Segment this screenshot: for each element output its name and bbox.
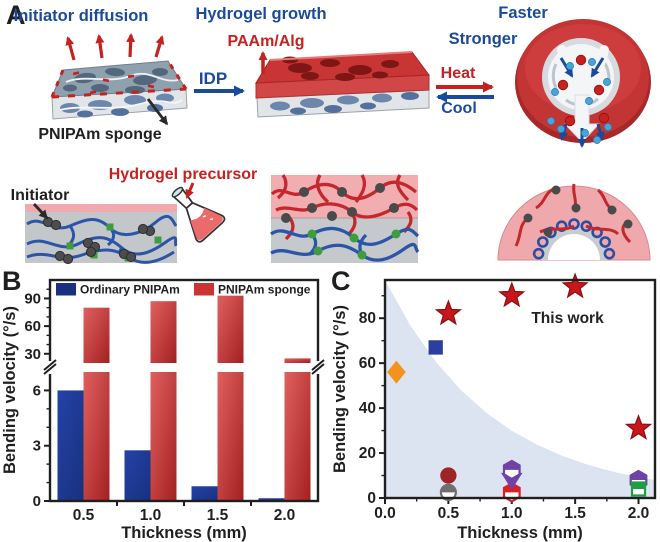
diffusion-up-arrows [65, 33, 165, 61]
y-tick-label: 3 [33, 438, 41, 455]
y-tick-label: 6 [33, 382, 41, 399]
x-tick-label: 0.5 [438, 505, 460, 522]
marker-hexagon [630, 471, 647, 481]
y-axis-title: Bending velocity (°/s) [331, 305, 349, 473]
plot-border [383, 278, 657, 500]
legend-label-sponge: PNIPAm sponge [218, 283, 311, 297]
marker-circle [440, 467, 457, 484]
panel-b-bar-chart: 0.5 1.0 1.5 2.0 0 3 6 30 60 90 Ordinary PNIPAm PNIP… [1, 278, 325, 542]
sponge-pointer-arrow [146, 98, 169, 126]
bar-ordinary-pnipam [191, 486, 218, 501]
bar-pnipam-sponge [284, 358, 311, 363]
marker-square [632, 482, 646, 490]
initiator-pointer-arrow [32, 203, 49, 220]
step2-title: Hydrogel growth [195, 5, 326, 23]
panel-b-label: B [2, 266, 22, 296]
hydrogel-growth-slab [255, 51, 430, 118]
marker-star-this-work [561, 272, 589, 299]
precursor-flask-icon [171, 186, 226, 243]
panel-a-label: A [6, 0, 26, 30]
marker-diamond [387, 360, 406, 384]
y-tick-label: 20 [359, 445, 376, 462]
bar-pnipam-sponge [150, 372, 177, 501]
x-tick-label: 2.0 [628, 505, 650, 522]
initiator-loaded-network [25, 203, 178, 265]
blue-droplets [547, 58, 612, 144]
panel-c-label: C [331, 266, 351, 296]
step1-title: Initiator diffusion [14, 7, 149, 25]
axis-break-icon [311, 359, 325, 371]
this-work-annotation: This work [531, 310, 604, 327]
panel-c-scatter-chart: 0.0 0.5 1.0 1.5 2.0 0 20 40 60 80 This work Thickne… [331, 272, 657, 542]
axis-break-icon [43, 359, 57, 371]
heat-label: Heat [441, 65, 476, 82]
cool-label: Cool [441, 100, 477, 117]
bar-pnipam-sponge [83, 372, 110, 501]
bar-ordinary-pnipam [124, 450, 151, 501]
marker-circle [440, 484, 456, 493]
initiator-label: Initiator [11, 187, 70, 204]
y-tick-label: 60 [24, 318, 41, 335]
legend-swatch-sponge [194, 283, 214, 296]
bar-pnipam-sponge [217, 372, 244, 501]
pnipam-sponge-slab [50, 33, 188, 126]
bar-pnipam-sponge [150, 301, 177, 363]
y-tick-label: 60 [359, 355, 376, 372]
red-droplets [557, 54, 610, 127]
initiator-specks [72, 71, 155, 95]
marker-hexagon [504, 460, 520, 470]
bar-pnipam-sponge [284, 372, 311, 501]
x-tick-label: 2.0 [274, 507, 296, 524]
pnipam-sponge-label: PNIPAm sponge [38, 126, 161, 143]
y-tick-label: 90 [24, 290, 41, 307]
faster-label: Faster [498, 4, 548, 22]
axis-break-icon [311, 363, 325, 375]
y-tick-label: 40 [359, 400, 376, 417]
bar-ordinary-pnipam [258, 498, 285, 501]
x-tick-label: 1.0 [501, 505, 523, 522]
response-time-shaded-region [385, 280, 655, 498]
marker-square [428, 340, 443, 355]
paam-alg-label: PAAm/Alg [227, 33, 304, 50]
legend-label-ordinary: Ordinary PNIPAm [80, 283, 180, 297]
panel-a-schematic: Initiator diffusion Hydrogel growth Fast… [11, 4, 651, 265]
marker-star-this-work [434, 299, 463, 326]
x-tick-label: 1.5 [564, 505, 586, 522]
bar-pnipam-sponge [83, 307, 110, 363]
x-tick-label: 1.0 [140, 507, 162, 524]
initiator-spheres [42, 216, 156, 265]
marker-star-this-work [624, 413, 653, 440]
stronger-label: Stronger [449, 30, 518, 48]
bar-pnipam-sponge [217, 295, 244, 363]
y-tick-label: 0 [33, 493, 41, 510]
x-tick-label: 0.5 [73, 507, 95, 524]
plot-border [48, 278, 320, 503]
axis-break-icon [43, 363, 57, 375]
crosslink-dots-arch [523, 185, 633, 237]
x-tick-label: 1.5 [207, 507, 229, 524]
hydrogel-precursor-label: Hydrogel precursor [109, 166, 257, 183]
x-tick-label: 0.0 [374, 505, 396, 522]
crosslink-dots-dark [281, 183, 399, 223]
y-tick-label: 30 [24, 346, 41, 363]
bent-arch [497, 183, 651, 261]
x-axis-title: Thickness (mm) [457, 524, 583, 542]
y-axis-title: Bending velocity (°/s) [1, 306, 19, 474]
legend-swatch-ordinary [56, 283, 76, 296]
x-axis-title: Thickness (mm) [121, 524, 247, 542]
y-tick-label: 0 [367, 490, 376, 507]
precursor-pointer-arrow [185, 182, 195, 199]
y-tick-label: 80 [359, 310, 376, 327]
idp-label: IDP [199, 69, 227, 88]
rolled-hydrogel-tube [515, 19, 651, 148]
marker-star-this-work [498, 281, 526, 308]
crosslink-dots-green [307, 229, 401, 260]
interpenetrating-network [270, 174, 420, 263]
bar-ordinary-pnipam [57, 390, 84, 501]
heat-cool-arrows [436, 81, 494, 103]
